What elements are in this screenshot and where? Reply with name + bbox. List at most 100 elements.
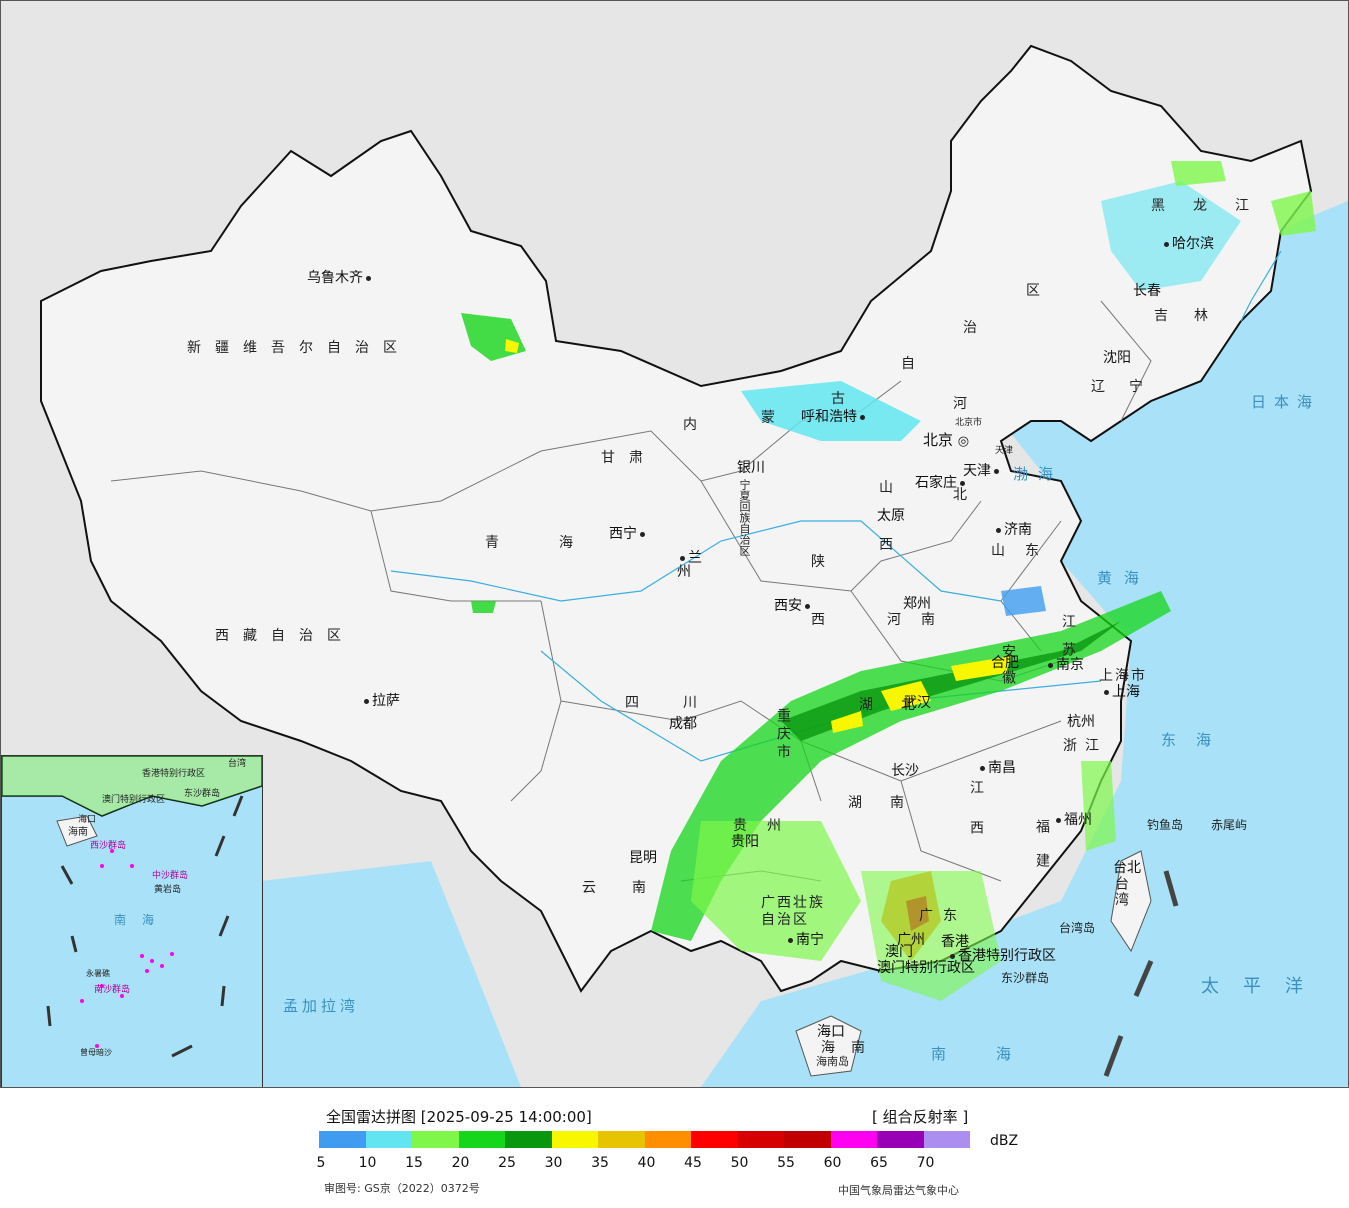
legend-tick-label: 50 [730,1155,749,1171]
city-lanzhou: 兰州 [677,550,702,580]
inset-huangyan: 黄岩岛 [154,885,182,895]
radar-echoes [461,161,1316,1001]
province-neimenggu-6: 区 [1026,283,1054,299]
province-hebei-1: 河 [953,396,981,412]
inset-xisha: 西沙群岛 [90,841,127,851]
province-sichuan: 四川 [625,695,741,711]
hainan-island [795,1015,862,1077]
legend-swatch [551,1131,598,1148]
japan-sea-water [1231,241,1348,561]
province-shanghai: 上海市 [1099,668,1147,684]
city-hefei: 合肥 [991,655,1019,671]
inset-hongkong: 香港特别行政区 [142,769,206,779]
province-shaanxi-1: 陕 [811,554,839,570]
city-kunming: 昆明 [629,850,657,866]
label-tianjin-municipality: 天津 [995,446,1014,456]
city-marker-icon [805,603,810,609]
map-canvas [40,44,1348,1087]
province-shanxi-1: 山 [879,480,907,496]
inset-hainan: 海南 [68,827,88,838]
province-xizang: 西藏自治区 [215,628,355,644]
city-marker-icon [1164,241,1169,247]
province-neimenggu-5: 治 [963,320,991,336]
city-shijiazhuang: 石家庄 [915,476,968,490]
map-approval-number: 审图号: GS京（2022）0372号 [324,1182,480,1195]
legend-tick-label: 65 [870,1155,888,1171]
label-beijing-municipality: 北京市 [955,418,983,428]
inset-yongshu: 永暑礁 [86,969,110,978]
city-nanning: 南宁 [785,933,824,947]
province-hubei: 湖北 [859,697,943,713]
legend-swatch [412,1131,459,1148]
city-fuzhou: 福州 [1053,813,1092,827]
maritime-boundary [1103,870,1179,1077]
city-lhasa: 拉萨 [361,694,400,708]
east-sea-water [701,201,1348,1087]
south-china-sea-inset: 南海 中沙群岛 黄岩岛 南沙群岛 永暑礁 曾母暗沙 西沙群岛 东沙群岛 海口 海… [1,755,263,1087]
city-marker-icon [960,480,965,486]
province-chongqing: 重庆市 [775,708,791,762]
province-guangdong: 广东 [919,908,967,924]
city-tianjin: 天津 [963,464,1002,478]
sea-donghai: 东海 [1161,731,1232,749]
legend-title: 全国雷达拼图 [2025-09-25 14:00:00] [326,1108,592,1126]
echo-qinghai [471,601,496,613]
city-jinan: 济南 [993,523,1032,537]
city-yinchuan: 银川 [737,460,765,476]
island-diaoyu: 钓鱼岛 [1147,818,1184,832]
province-ningxia: 宁夏回族自治区 [738,479,751,556]
legend-tick-label: 55 [777,1155,795,1171]
legend-tick-label: 5 [316,1155,326,1171]
city-changsha: 长沙 [891,763,919,779]
province-neimenggu-1: 内 [683,417,711,433]
sea-huanghai: 黄海 [1097,569,1152,587]
city-hohhot: 呼和浩特 [801,410,868,424]
province-neimenggu-3: 古 [831,391,859,407]
bay-of-bengal-water [261,861,521,1087]
city-marker-icon [680,555,685,561]
city-marker-icon [366,275,371,281]
inset-taiwan: 台湾 [228,759,247,769]
echo-ne-green [1171,161,1316,236]
legend-tick-label: 60 [823,1155,842,1171]
echo-yellow [831,656,1011,733]
radar-map: 新疆维吾尔自治区 西藏自治区 青海 甘肃 内 蒙 古 自 治 区 黑龙江 吉林 … [0,0,1349,1088]
province-henan: 河南 [887,612,955,628]
label-hongkong-sar: 香港特别行政区 [947,949,1056,963]
city-marker-icon [1056,817,1061,823]
city-shanghai: 上海 [1101,685,1140,699]
province-guizhou: 贵州 [733,818,801,834]
city-xining: 西宁 [609,527,648,541]
legend-swatch [505,1131,552,1148]
province-heilongjiang: 黑龙江 [1151,198,1277,214]
inset-dongsha: 东沙群岛 [184,789,221,799]
echo-xinjiang-yellow [505,339,519,353]
island-taiwan: 台湾岛 [1059,921,1096,935]
province-gansu: 甘肃 [601,450,657,466]
city-guangzhou: 广州 [897,932,925,948]
city-nanchang: 南昌 [977,761,1016,775]
inset-sea-nanhai: 南海 [114,913,171,927]
china-landmass [40,44,1313,993]
province-neimenggu-4: 自 [901,356,929,372]
province-zhejiang: 浙江 [1063,738,1107,754]
legend-tick-label: 45 [684,1155,702,1171]
province-taiwan: 台湾 [1113,876,1129,908]
city-harbin: 哈尔滨 [1161,237,1214,251]
city-beijing: 北京 ◎ [923,431,970,449]
city-chengdu: 成都 [669,716,697,732]
legend-swatch [830,1131,877,1148]
legend-tick-label: 40 [637,1155,656,1171]
legend-swatch [319,1131,366,1148]
city-marker-icon [1104,689,1109,695]
legend-ticks: 5 10 15 20 25 30 35 40 45 50 55 60 65 70 [0,1155,1349,1173]
province-fujian: 福建 [1034,819,1050,887]
label-macau-sar: 澳门特别行政区 [877,960,975,976]
legend-swatch [365,1131,412,1148]
city-guiyang: 贵阳 [731,834,759,850]
legend-tick-label: 20 [451,1155,470,1171]
sea-japan: 日本海 [1251,393,1321,411]
city-marker-icon [1048,662,1053,668]
province-yunnan: 云南 [582,880,682,896]
legend-color-bar [319,1131,970,1148]
